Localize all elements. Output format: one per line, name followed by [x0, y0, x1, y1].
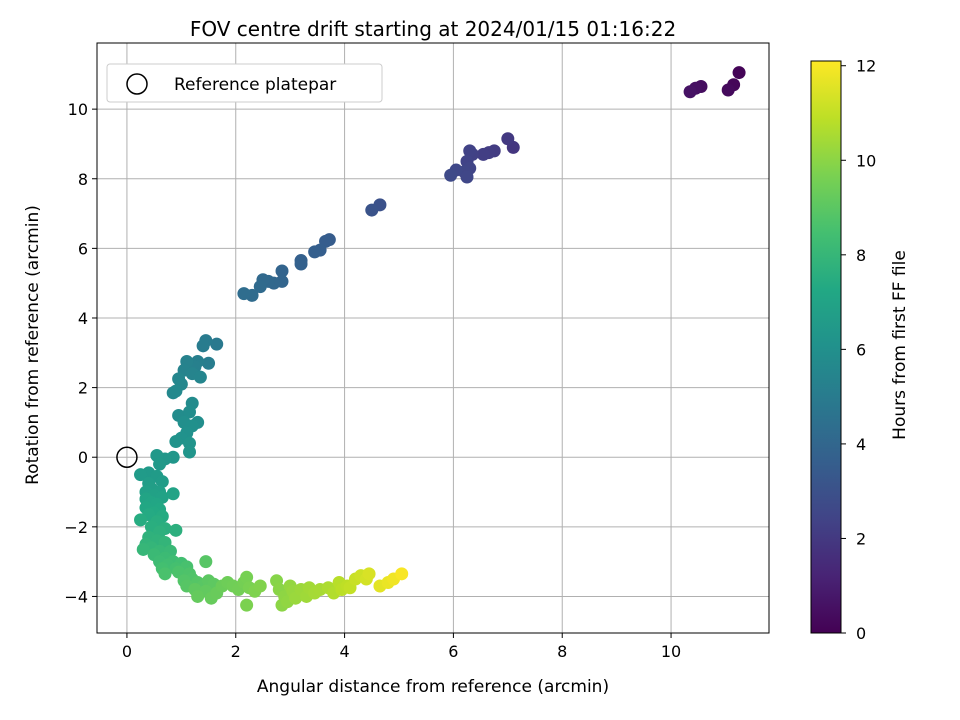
scatter-point	[169, 523, 183, 537]
scatter-point	[134, 513, 148, 527]
scatter-point	[237, 287, 251, 301]
scatter-point	[183, 445, 197, 459]
scatter-point	[365, 203, 379, 217]
scatter-point	[183, 405, 197, 419]
colorbar-tick-label: 8	[856, 246, 866, 265]
scatter-point	[444, 168, 458, 182]
scatter-point	[460, 170, 474, 184]
scatter-point	[158, 567, 172, 581]
y-tick-label: 6	[78, 239, 88, 258]
scatter-point	[240, 570, 254, 584]
scatter-point	[196, 339, 210, 353]
scatter-point	[169, 384, 183, 398]
colorbar-tick-label: 4	[856, 435, 866, 454]
scatter-point	[362, 567, 376, 581]
scatter-point	[476, 147, 490, 161]
scatter-point	[202, 356, 216, 370]
y-tick-label: 4	[78, 309, 88, 328]
scatter-point	[721, 83, 735, 97]
x-tick-label: 0	[122, 642, 132, 661]
grid	[97, 43, 769, 633]
plot-frame	[96, 42, 770, 634]
x-tick-label: 2	[231, 642, 241, 661]
scatter-point	[166, 487, 180, 501]
scatter-point	[153, 457, 167, 471]
x-axis-ticks: 0 2 4 6 8 10	[122, 633, 681, 661]
scatter-point	[240, 598, 254, 612]
scatter-point	[294, 257, 308, 271]
legend-entry-reference: Reference platepar	[174, 75, 336, 95]
scatter-point	[191, 589, 205, 603]
colorbar-tick-label: 0	[856, 624, 866, 643]
y-tick-label: 2	[78, 379, 88, 398]
scatter-point	[501, 132, 515, 146]
scatter-point	[275, 264, 289, 278]
scatter-point	[134, 468, 148, 482]
y-tick-label: 0	[78, 448, 88, 467]
y-tick-label: 10	[68, 100, 88, 119]
scatter-point	[308, 245, 322, 259]
scatter-point	[193, 370, 207, 384]
scatter-point	[683, 85, 697, 99]
colorbar: 0 2 4 6 8 10 12 Hours from first FF file	[810, 57, 910, 643]
colorbar-ticks: 0 2 4 6 8 10 12	[841, 57, 876, 643]
scatter-point	[199, 555, 213, 569]
colorbar-tick-label: 12	[856, 57, 876, 76]
colorbar-gradient	[810, 60, 842, 634]
scatter-points	[116, 66, 746, 612]
reference-platepar-marker	[116, 446, 138, 468]
scatter-point	[395, 567, 409, 581]
x-tick-label: 10	[661, 642, 681, 661]
colorbar-tick-label: 6	[856, 340, 866, 359]
x-tick-label: 8	[557, 642, 567, 661]
scatter-point	[210, 337, 224, 351]
x-tick-label: 6	[448, 642, 458, 661]
scatter-point	[155, 475, 169, 489]
y-axis-ticks: −4 −2 0 2 4 6 8 10	[64, 100, 97, 606]
legend-box	[106, 63, 383, 103]
x-axis-label: Angular distance from reference (arcmin)	[257, 677, 609, 697]
colorbar-tick-label: 2	[856, 529, 866, 548]
chart-title: FOV centre drift starting at 2024/01/15 …	[190, 17, 676, 41]
colorbar-label: Hours from first FF file	[890, 250, 910, 440]
y-axis-label: Rotation from reference (arcmin)	[23, 205, 43, 485]
y-tick-label: 8	[78, 170, 88, 189]
x-tick-label: 4	[339, 642, 349, 661]
scatter-point	[253, 280, 267, 294]
y-tick-label: −4	[64, 587, 88, 606]
scatter-point	[169, 435, 183, 449]
scatter-point	[253, 579, 267, 593]
colorbar-tick-label: 10	[856, 151, 876, 170]
legend: Reference platepar	[106, 63, 383, 103]
scatter-point	[136, 542, 150, 556]
scatter-point	[732, 66, 746, 80]
scatter-point	[463, 144, 477, 158]
legend-marker	[126, 73, 148, 95]
y-tick-label: −2	[64, 518, 88, 537]
